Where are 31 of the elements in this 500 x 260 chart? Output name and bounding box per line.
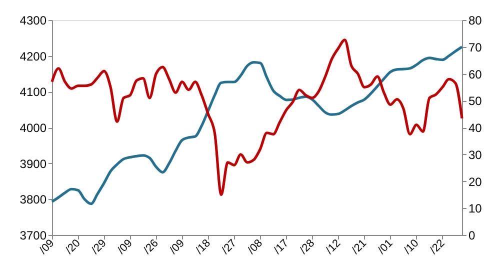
y2-tick-label: 60 — [468, 67, 482, 82]
y-tick-label: 4300 — [20, 14, 47, 28]
y-tick-label: 3900 — [20, 156, 47, 171]
y-tick-label: 4200 — [20, 49, 47, 64]
y-tick-label: 3800 — [20, 192, 47, 207]
x-tick-label: /21 — [350, 237, 370, 257]
x-tick-label: /17 — [272, 237, 292, 257]
x-tick-label: /26 — [142, 237, 161, 257]
y2-tick-label: 0 — [468, 228, 476, 242]
x-tick-label: /08 — [246, 237, 265, 257]
y2-tick-label: 80 — [468, 14, 482, 28]
x-tick-label: /18 — [194, 237, 213, 257]
y2-tick-label: 30 — [468, 148, 482, 162]
y2-tick-label: 10 — [468, 202, 482, 216]
x-tick-label: /09 — [116, 237, 135, 257]
y2-tick-label: 20 — [468, 174, 482, 189]
y2-tick-label: 70 — [468, 40, 482, 54]
x-tick-label: /20 — [63, 237, 83, 257]
y-tick-label: 4000 — [20, 121, 47, 135]
x-tick-label: /12 — [324, 237, 344, 257]
x-tick-label: /27 — [220, 237, 239, 257]
x-tick-label: /01 — [376, 237, 396, 257]
x-tick-label: /29 — [90, 237, 109, 257]
x-tick-label: /09 — [168, 237, 187, 257]
x-tick-label: /22 — [428, 237, 448, 257]
y2-tick-label: 40 — [468, 121, 482, 135]
x-tick-label: /10 — [402, 237, 422, 257]
x-tick-label: /28 — [298, 237, 318, 257]
y2-tick-label: 50 — [468, 94, 482, 108]
y-tick-label: 4100 — [20, 85, 47, 100]
y-tick-label: 3700 — [20, 228, 47, 242]
